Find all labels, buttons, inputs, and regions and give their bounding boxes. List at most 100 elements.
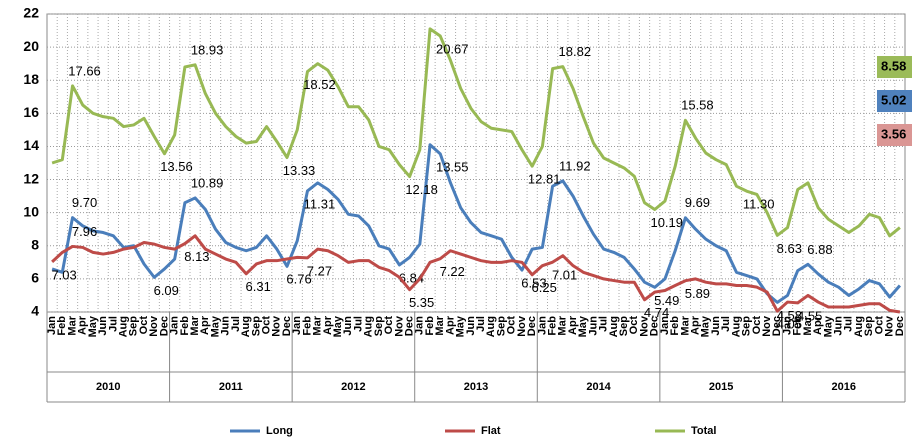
x-group-label: 2013: [464, 381, 488, 393]
x-tick-label: Sep: [128, 316, 140, 336]
x-tick-label: Sep: [863, 316, 875, 336]
x-tick-label: Oct: [261, 316, 273, 335]
y-tick-label: 6: [31, 270, 39, 286]
x-group-label: 2011: [219, 381, 243, 393]
x-tick-label: Feb: [56, 316, 68, 336]
data-label: 11.31: [304, 196, 336, 211]
y-tick-label: 4: [31, 303, 39, 319]
y-tick-label: 20: [23, 38, 39, 54]
data-label: 5.89: [685, 286, 710, 301]
data-label: 13.33: [283, 163, 316, 178]
end-label-box: [877, 124, 912, 146]
x-tick-label: Apr: [322, 315, 334, 335]
x-tick-label: Mar: [189, 315, 201, 335]
x-tick-label: May: [87, 315, 99, 337]
x-tick-label: Aug: [118, 316, 130, 337]
x-group-label: 2015: [709, 381, 733, 393]
x-tick-label: Oct: [138, 316, 150, 335]
x-tick-label: Jan: [781, 316, 793, 335]
x-tick-label: Apr: [77, 315, 89, 335]
data-label: 10.89: [191, 175, 224, 190]
x-tick-label: Dec: [404, 316, 416, 336]
data-label: 6.53: [521, 276, 546, 291]
x-tick-label: Jun: [342, 316, 354, 336]
x-tick-label: Dec: [649, 316, 661, 336]
series-line: [51, 143, 902, 304]
x-tick-label: May: [455, 315, 467, 337]
x-tick-label: Dec: [894, 316, 906, 336]
x-tick-label: Jan: [536, 316, 548, 335]
end-label: 3.56: [881, 126, 906, 141]
data-label: 7.27: [307, 263, 332, 278]
y-tick-label: 14: [23, 137, 39, 153]
legend-label: Flat: [481, 425, 501, 437]
data-label: 5.35: [409, 295, 434, 310]
x-tick-label: Jan: [46, 316, 58, 335]
data-label: 20.67: [436, 41, 469, 56]
x-tick-label: Jun: [220, 316, 232, 336]
x-tick-label: Nov: [271, 315, 283, 337]
x-group-label: 2014: [586, 381, 611, 393]
data-label: 15.58: [681, 98, 714, 113]
x-tick-label: Jul: [720, 316, 732, 332]
end-label: 5.02: [881, 92, 906, 107]
y-tick-label: 16: [23, 104, 39, 120]
x-tick-label: Mar: [679, 315, 691, 335]
x-tick-label: Aug: [363, 316, 375, 337]
x-tick-label: Dec: [158, 316, 170, 336]
x-tick-label: Sep: [250, 316, 262, 336]
x-tick-label: Sep: [618, 316, 630, 336]
data-label: 12.81: [528, 172, 561, 187]
legend-label: Total: [691, 425, 716, 437]
data-label: 11.92: [559, 158, 591, 173]
data-label: 11.30: [743, 197, 775, 212]
x-tick-label: Aug: [240, 316, 252, 337]
x-tick-label: Jan: [291, 316, 303, 335]
x-tick-label: Jul: [598, 316, 610, 332]
data-label: 7.03: [51, 267, 76, 282]
data-label: 6.76: [286, 272, 311, 287]
x-tick-label: Mar: [557, 315, 569, 335]
x-tick-label: Dec: [771, 316, 783, 336]
series-line: [51, 27, 901, 238]
x-tick-label: May: [209, 315, 221, 337]
x-tick-label: Mar: [312, 315, 324, 335]
data-label: 7.01: [552, 268, 577, 283]
end-label: 8.58: [881, 58, 906, 73]
x-tick-label: Jun: [465, 316, 477, 336]
x-tick-label: Feb: [301, 316, 313, 336]
x-tick-label: Mar: [802, 315, 814, 335]
data-label: 18.82: [559, 44, 592, 59]
x-tick-label: Apr: [567, 315, 579, 335]
x-tick-label: Apr: [690, 315, 702, 335]
x-tick-label: Jan: [659, 316, 671, 335]
data-label: 8.13: [184, 249, 209, 264]
data-label: 4.55: [797, 308, 822, 323]
x-tick-label: Feb: [792, 316, 804, 336]
data-label: 9.70: [72, 195, 97, 210]
data-label: 6.31: [246, 279, 271, 294]
data-label: 7.96: [72, 224, 97, 239]
x-tick-label: Jan: [169, 316, 181, 335]
y-tick-label: 22: [23, 5, 39, 21]
x-tick-label: Oct: [506, 316, 518, 335]
x-tick-label: Aug: [730, 316, 742, 337]
x-tick-label: Feb: [547, 316, 559, 336]
end-label-box: [877, 56, 912, 78]
x-tick-label: Nov: [761, 315, 773, 337]
x-tick-label: Feb: [179, 316, 191, 336]
x-tick-label: Jun: [587, 316, 599, 336]
x-group-label: 2012: [341, 381, 365, 393]
data-label: 5.49: [654, 293, 679, 308]
x-tick-label: Jun: [833, 316, 845, 336]
x-tick-label: Aug: [853, 316, 865, 337]
data-label: 12.18: [405, 182, 438, 197]
x-tick-label: Nov: [393, 315, 405, 337]
x-tick-label: Nov: [516, 315, 528, 337]
data-label: 9.69: [685, 195, 710, 210]
y-tick-label: 8: [31, 236, 39, 252]
x-tick-label: Oct: [751, 316, 763, 335]
y-tick-label: 12: [23, 170, 39, 186]
x-tick-label: May: [332, 315, 344, 337]
y-tick-label: 18: [23, 71, 39, 87]
